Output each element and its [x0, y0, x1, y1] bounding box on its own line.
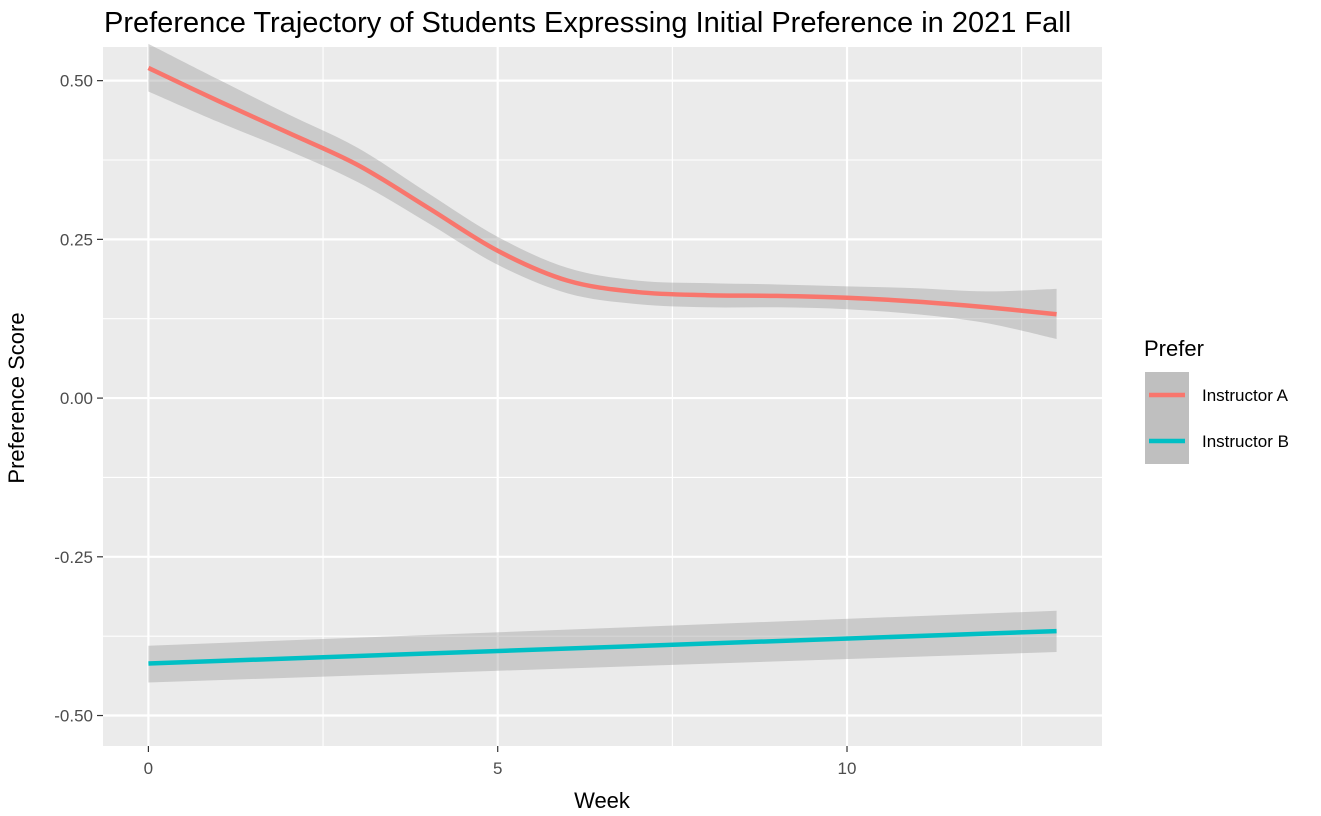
x-axis-title: Week	[574, 788, 631, 813]
legend-item-instructor-a: Instructor A	[1145, 372, 1289, 418]
y-tick-label: -0.50	[54, 707, 93, 726]
legend-title: Prefer	[1144, 336, 1204, 361]
x-tick-label: 0	[144, 759, 153, 778]
chart-title: Preference Trajectory of Students Expres…	[104, 7, 1071, 39]
y-tick-label: 0.25	[60, 230, 93, 249]
plot-panel	[103, 47, 1102, 746]
legend-label-instructor-b: Instructor B	[1202, 432, 1289, 451]
y-axis: 0.50 0.25 0.00 -0.25 -0.50	[54, 72, 103, 726]
x-axis: 0 5 10	[144, 746, 857, 778]
series-line-instructor-a	[147, 65, 1057, 317]
series-lines	[147, 65, 1057, 666]
x-tick-label: 10	[838, 759, 857, 778]
y-tick-label: 0.00	[60, 389, 93, 408]
legend-items: Instructor A Instructor B	[1145, 372, 1289, 464]
y-tick-label: -0.25	[54, 548, 93, 567]
y-axis-title: Preference Score	[4, 312, 29, 483]
series-line-instructor-b	[148, 628, 1057, 666]
legend: Prefer Instructor A Instructor B	[1144, 336, 1289, 464]
y-tick-label: 0.50	[60, 72, 93, 91]
legend-label-instructor-a: Instructor A	[1202, 386, 1289, 405]
x-tick-label: 5	[493, 759, 502, 778]
legend-item-instructor-b: Instructor B	[1145, 418, 1289, 464]
major-gridlines	[103, 47, 1102, 746]
confidence-band-instructor-a	[148, 43, 1057, 340]
